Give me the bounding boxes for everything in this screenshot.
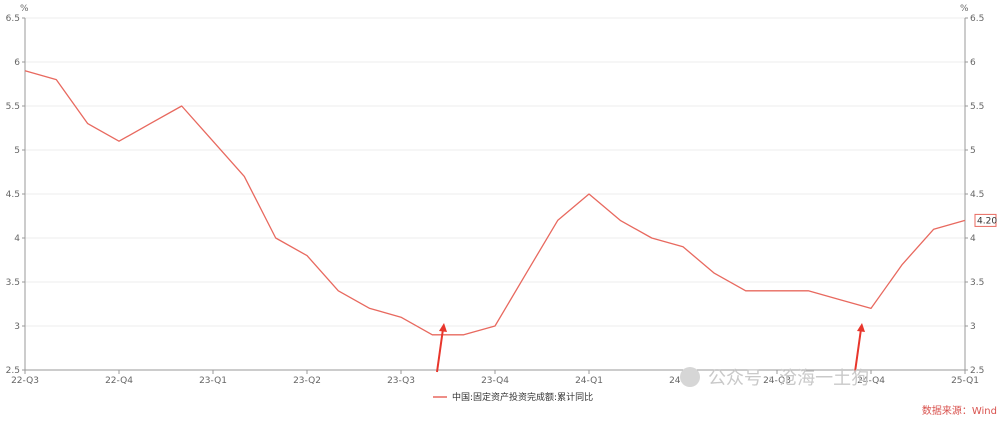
- right-y-tick-label: 6: [970, 58, 976, 68]
- source-text: 数据来源：Wind: [922, 404, 997, 417]
- gridlines: [25, 17, 965, 327]
- watermark-icon: [680, 367, 700, 387]
- annotation-arrow-head: [857, 323, 865, 332]
- series-line: [24, 70, 966, 336]
- right-y-tick-label: 2.5: [970, 366, 984, 376]
- x-tick-label: 22-Q3: [11, 376, 39, 386]
- x-tick-label: 23-Q1: [199, 376, 227, 386]
- right-y-tick-label: 3: [970, 322, 976, 332]
- annotation-arrows: [436, 323, 865, 373]
- left-y-tick-labels: 2.5 3 3.5 4 4.5 5 5.5 6 6.5: [6, 14, 25, 376]
- left-y-tick-label: 4.5: [6, 190, 20, 200]
- watermark: 公众号 · 沧海一土狗: [680, 367, 869, 389]
- left-y-tick-label: 2.5: [6, 366, 20, 376]
- annotation-arrow-shaft: [436, 328, 444, 373]
- left-y-tick-label: 6: [14, 58, 20, 68]
- left-y-tick-label: 3.5: [6, 278, 20, 288]
- right-y-tick-label: 6.5: [970, 14, 984, 24]
- last-value-label: 4.20: [974, 213, 997, 227]
- right-y-tick-labels: 2.5 3 3.5 4 4.5 5 5.5 6 6.5: [965, 14, 984, 376]
- x-tick-label: 24-Q4: [857, 376, 885, 386]
- watermark-text: 公众号 · 沧海一土狗: [708, 368, 869, 389]
- annotation-arrow-head: [439, 323, 447, 332]
- x-tick-label: 23-Q4: [481, 376, 509, 386]
- left-y-tick-label: 6.5: [6, 14, 20, 24]
- x-tick-label: 24-Q1: [575, 376, 603, 386]
- right-y-tick-label: 4.5: [970, 190, 984, 200]
- left-y-tick-label: 5.5: [6, 102, 20, 112]
- x-tick-label: 22-Q4: [105, 376, 133, 386]
- legend-label: 中国:固定资产投资完成额:累计同比: [452, 391, 593, 403]
- right-y-tick-label: 5: [970, 146, 976, 156]
- annotation-arrow-shaft: [854, 328, 862, 373]
- right-y-tick-label: 4: [970, 234, 976, 244]
- left-unit-label: %: [20, 4, 29, 14]
- x-tick-label: 23-Q3: [387, 376, 415, 386]
- last-value-text: 4.20: [977, 216, 997, 226]
- right-unit-label: %: [960, 4, 969, 14]
- series-layer: [24, 70, 966, 336]
- legend: 中国:固定资产投资完成额:累计同比: [433, 391, 593, 403]
- right-y-tick-label: 5.5: [970, 102, 984, 112]
- x-tick-label: 25-Q1: [951, 376, 979, 386]
- last-value-box: [974, 213, 997, 227]
- x-tick-label: 24-Q3: [763, 376, 791, 386]
- left-y-tick-label: 3: [14, 322, 20, 332]
- right-y-tick-label: 3.5: [970, 278, 984, 288]
- left-y-tick-label: 5: [14, 146, 20, 156]
- x-tick-label: 23-Q2: [293, 376, 321, 386]
- left-y-tick-label: 4: [14, 234, 20, 244]
